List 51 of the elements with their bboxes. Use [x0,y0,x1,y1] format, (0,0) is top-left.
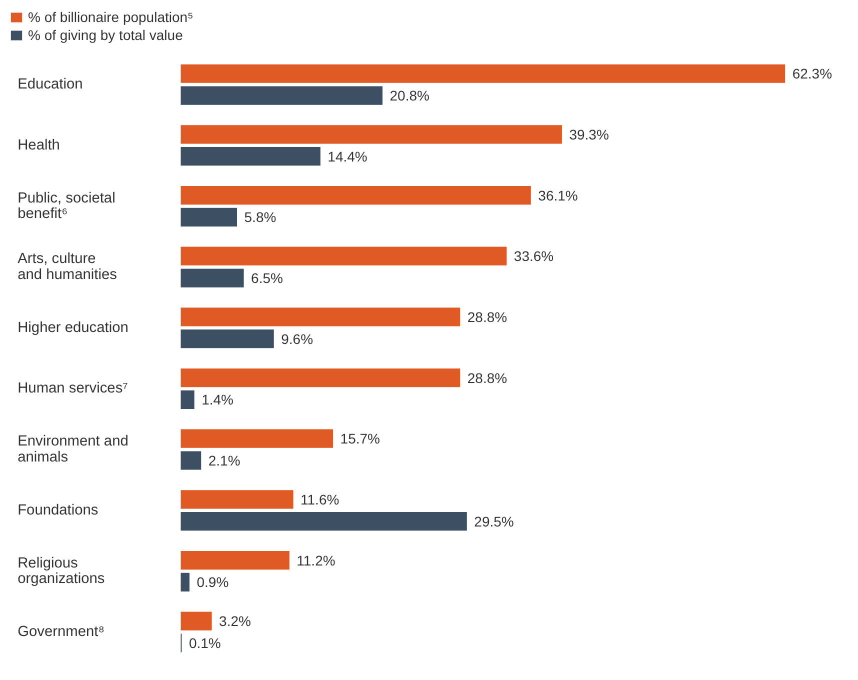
bar [180,268,244,288]
data-label: 20.8% [390,88,430,104]
data-label: 9.6% [281,330,314,347]
data-label: 15.7% [340,430,380,447]
bar [180,208,238,226]
data-label: 28.8% [467,370,508,386]
bar [180,246,507,266]
bar [180,147,320,166]
bar [180,451,202,470]
y-tick-label: Health [18,137,60,154]
bar [180,512,467,531]
data-label: 3.2% [219,613,251,630]
y-tick-label: Public, societal benefit⁶ [18,190,116,222]
bar [180,612,212,630]
bar [180,125,562,144]
y-tick-label: Human services⁷ [18,380,128,397]
bar [180,572,190,592]
data-label: 39.3% [569,126,609,142]
bar [180,308,460,326]
bar [180,330,274,348]
bar [180,390,194,409]
legend-label: % of giving by total value [28,27,183,43]
bar [180,86,383,105]
bar [180,64,786,83]
data-label: 62.3% [792,66,832,82]
data-label: 6.5% [251,270,283,286]
y-tick-label: Foundations [18,502,98,518]
y-tick-label: Religious organizations [18,555,105,588]
y-tick-label: Higher education [18,320,128,336]
data-label: 1.4% [202,392,234,408]
data-label: 2.1% [208,452,240,469]
data-label: 11.6% [300,491,340,508]
data-label: 11.2% [296,552,336,568]
bar [180,550,290,570]
y-tick-label: Environment and animals [18,434,128,466]
bar [180,186,531,205]
data-label: 33.6% [514,248,554,264]
bar [180,490,294,509]
y-tick-label: Arts, culture and humanities [18,251,117,283]
data-label: 36.1% [538,187,578,204]
y-tick-label: Education [18,76,83,93]
legend-label: % of billionaire population⁵ [28,9,194,25]
bar [180,429,334,448]
y-tick-label: Government⁸ [18,624,104,640]
data-label: 28.8% [467,308,508,325]
data-label: 5.8% [244,209,276,226]
data-label: 0.1% [188,634,221,651]
data-label: 14.4% [328,148,368,164]
bar [180,368,460,388]
data-label: 0.9% [196,574,229,590]
data-label: 29.5% [474,513,514,530]
